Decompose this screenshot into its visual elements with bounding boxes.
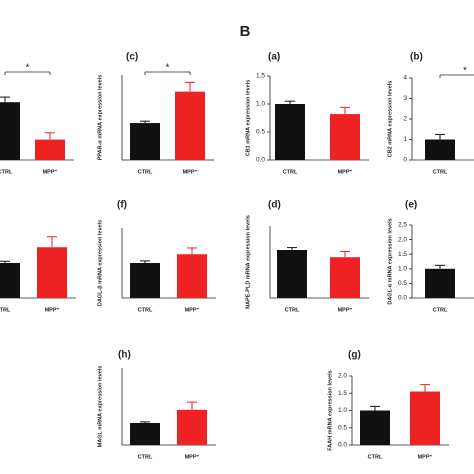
- x-tick-label: CTRL: [283, 169, 298, 175]
- y-axis-label: PPAR-α mRNA expression levels: [97, 75, 103, 161]
- panel-label: (g): [348, 350, 361, 361]
- bar: [175, 91, 205, 160]
- panel-label: (f): [117, 200, 127, 211]
- y-tick-label: 1.5: [338, 390, 347, 397]
- y-axis-label: NAPE-PLD mRNA expression levels: [245, 215, 251, 309]
- bar: [425, 139, 455, 160]
- y-axis-label: DAGL-α mRNA expression levels: [387, 218, 393, 304]
- bar: [410, 391, 440, 445]
- x-tick-label: MPP⁺: [183, 168, 198, 175]
- y-axis-label: CB1 mRNA expression levels: [245, 80, 251, 157]
- x-tick-label: CTRL: [433, 307, 448, 313]
- x-tick-label: CTRL: [368, 454, 383, 460]
- x-tick-label: MPP⁺: [185, 306, 200, 313]
- panel-label: (a): [268, 52, 280, 63]
- panel-label: (h): [118, 350, 131, 361]
- bar: [360, 410, 390, 445]
- y-tick-label: 0.5: [398, 280, 407, 287]
- x-tick-label: CTRL: [285, 307, 300, 313]
- bar: [330, 257, 360, 298]
- y-tick-label: 0.5: [256, 129, 265, 136]
- y-tick-label: 0.5: [338, 424, 347, 431]
- bar: [330, 114, 360, 160]
- y-axis-label: CB2 mRNA expression levels: [387, 81, 393, 158]
- y-tick-label: 1: [403, 136, 407, 143]
- bar: [37, 247, 67, 298]
- x-tick-label: TRL: [0, 307, 11, 313]
- bar: [35, 139, 65, 160]
- panel-label: (b): [410, 52, 423, 63]
- x-tick-label: MPP⁺: [338, 306, 353, 313]
- bar: [277, 250, 307, 298]
- y-axis-label: DAGL-β mRNA expression levels: [97, 220, 103, 306]
- y-tick-label: 1.0: [338, 407, 347, 414]
- y-tick-label: 3: [403, 95, 407, 102]
- x-tick-label: CTRL: [138, 454, 153, 460]
- x-tick-label: CTRL: [138, 307, 153, 313]
- significance-star: *: [166, 63, 170, 74]
- bar: [425, 268, 455, 298]
- y-axis-label: MAGL mRNA expression levels: [97, 366, 103, 448]
- y-tick-label: 1.0: [256, 101, 265, 108]
- y-tick-label: 1.5: [398, 251, 407, 258]
- bar: [177, 409, 207, 445]
- panel-label: (c): [126, 52, 138, 63]
- y-tick-label: 0: [403, 157, 407, 164]
- y-tick-label: 1.0: [398, 266, 407, 273]
- significance-star: *: [26, 63, 30, 74]
- y-tick-label: 1.5: [256, 73, 265, 80]
- x-tick-label: MPP⁺: [45, 306, 60, 313]
- x-tick-label: CTRL: [433, 169, 448, 175]
- x-tick-label: MPP⁺: [43, 168, 58, 175]
- x-tick-label: CTRL: [138, 169, 153, 175]
- panel-label: (d): [268, 200, 281, 211]
- bar: [275, 104, 305, 160]
- y-tick-label: 2: [403, 116, 407, 123]
- bar: [0, 263, 20, 298]
- bar: [177, 254, 207, 298]
- y-tick-label: 0.0: [338, 442, 347, 449]
- x-tick-label: MPP⁺: [185, 453, 200, 460]
- y-tick-label: 0.0: [256, 157, 265, 164]
- y-tick-label: 4: [403, 75, 407, 82]
- panel-label: (e): [405, 200, 417, 211]
- y-axis-label: FAAH mRNA expression levels: [327, 370, 333, 451]
- x-tick-label: MPP⁺: [418, 453, 433, 460]
- bar: [130, 423, 160, 445]
- y-tick-label: 2.0: [398, 236, 407, 243]
- x-tick-label: CTRL: [0, 169, 13, 175]
- bar: [130, 263, 160, 298]
- section-label: B: [240, 23, 251, 40]
- y-tick-label: 2.0: [338, 373, 347, 380]
- y-tick-label: 0.0: [398, 295, 407, 302]
- bar: [0, 102, 20, 160]
- x-tick-label: MPP⁺: [338, 168, 353, 175]
- significance-star: *: [463, 66, 467, 77]
- y-tick-label: 2.5: [398, 222, 407, 229]
- bar: [130, 123, 160, 160]
